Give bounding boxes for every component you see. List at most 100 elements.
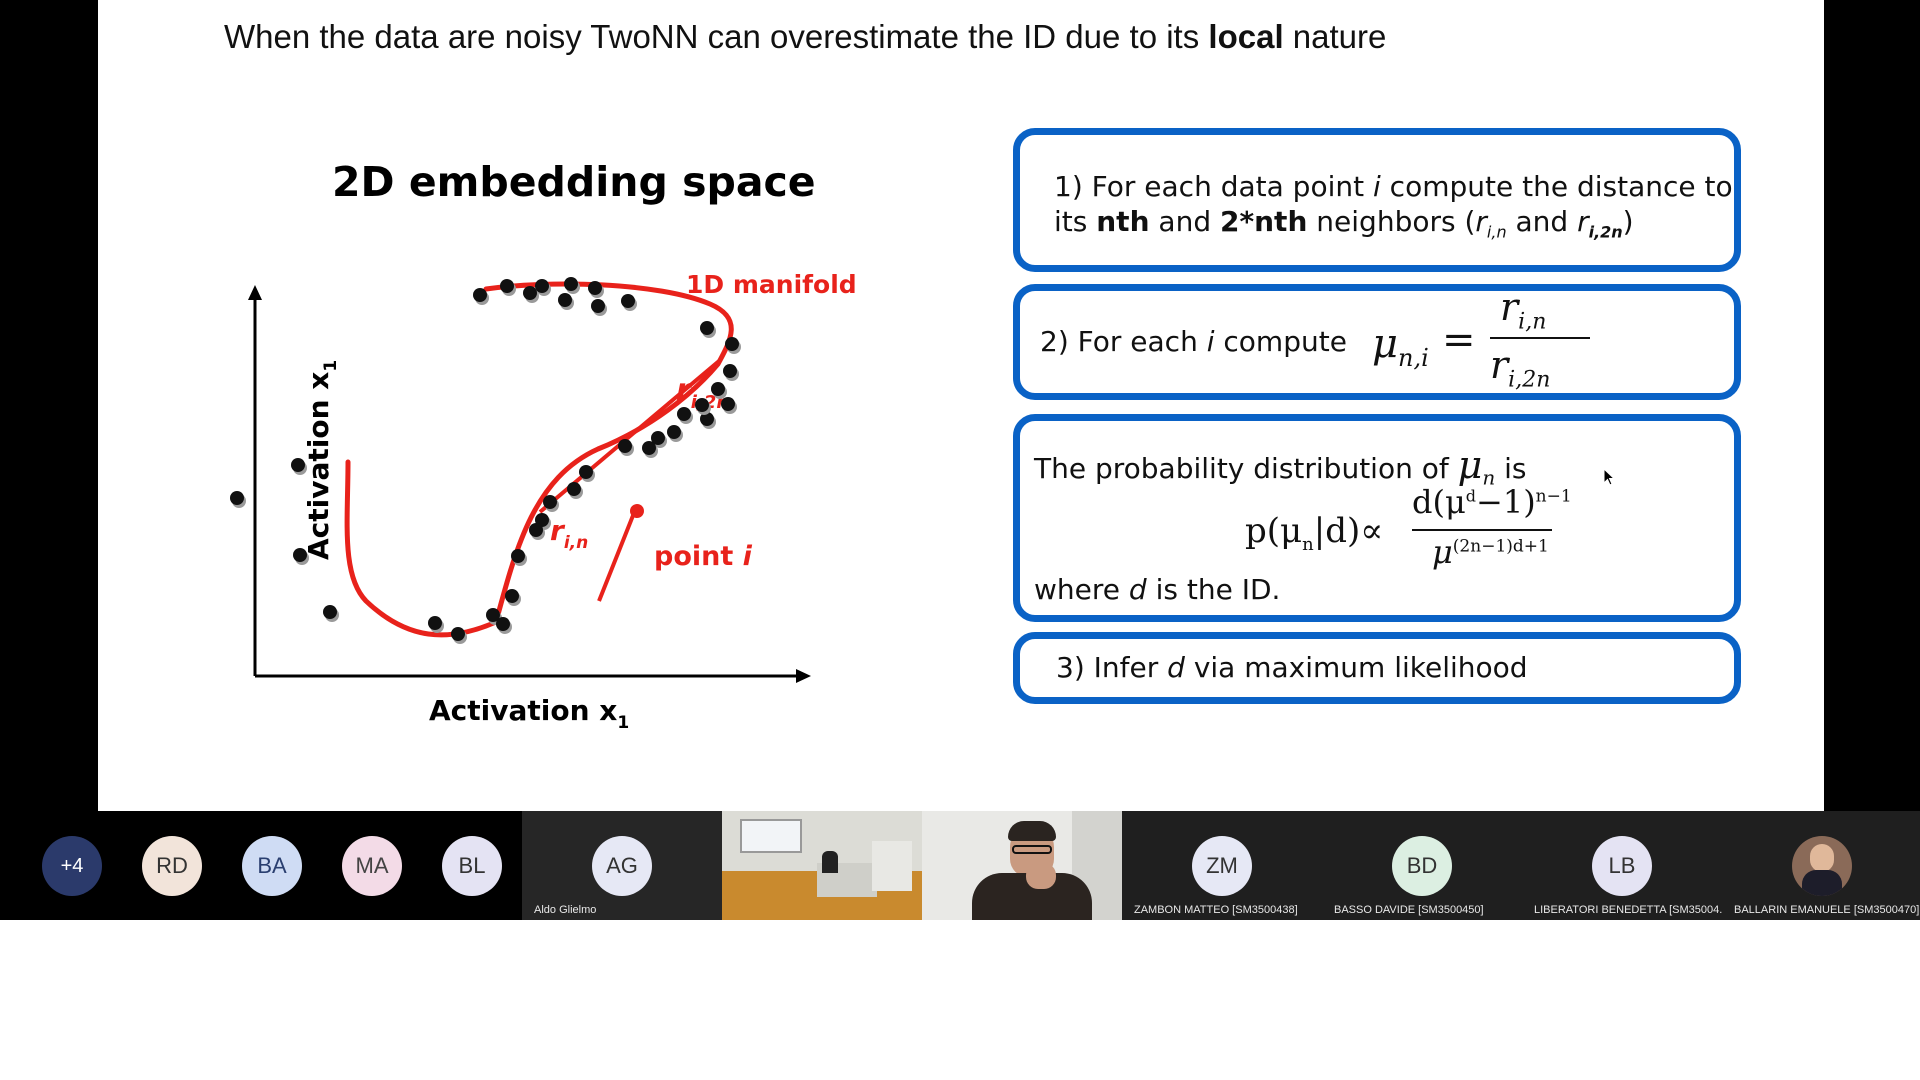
participant-strip: +4 RD BA MA BL AG Aldo Glielmo	[0, 811, 1920, 920]
participant-tile-zm[interactable]: ZM ZAMBON MATTEO [SM3500438]	[1122, 811, 1322, 920]
data-point	[721, 397, 735, 411]
data-point	[535, 279, 549, 293]
whiteboard	[872, 841, 912, 891]
slide-title: When the data are noisy TwoNN can overes…	[224, 18, 1387, 55]
data-point	[588, 281, 602, 295]
participant-name: BALLARIN EMANUELE [SM3500470]	[1734, 904, 1920, 916]
participant-tile-bd[interactable]: BD BASSO DAVIDE [SM3500450]	[1322, 811, 1522, 920]
shared-slide: When the data are noisy TwoNN can overes…	[98, 0, 1824, 811]
avatar-overflow[interactable]: +4	[42, 836, 102, 896]
x-axis-label: Activation x1	[429, 694, 629, 733]
avatar: MA	[342, 836, 402, 896]
r-i-n-label: ri,n	[550, 514, 588, 553]
video-feed-classroom[interactable]	[722, 811, 922, 920]
probability-box: The probability distribution of μn is p(…	[1013, 414, 1741, 622]
participant-name: BASSO DAVIDE [SM3500450]	[1334, 904, 1484, 916]
mouse-cursor	[1603, 468, 1616, 486]
data-point	[473, 288, 487, 302]
meeting-window: When the data are noisy TwoNN can overes…	[0, 0, 1920, 920]
probability-lhs: p(μn|d)∝	[1245, 511, 1384, 555]
data-point	[543, 495, 557, 509]
data-point	[695, 398, 709, 412]
embedding-plot: Activation x1 Activation x1 1D manifold …	[230, 270, 857, 733]
point-i-marker	[630, 504, 644, 518]
data-point	[505, 589, 519, 603]
ratio-numerator: ri,n	[1500, 285, 1547, 335]
person-silhouette	[822, 851, 838, 873]
data-point	[700, 412, 714, 426]
manifold-label: 1D manifold	[686, 270, 857, 299]
data-points	[230, 277, 741, 644]
probability-text: The probability distribution of μn is	[1034, 443, 1527, 490]
data-point	[677, 407, 691, 421]
participant-tile-bl[interactable]: BL	[440, 811, 522, 920]
data-point	[511, 549, 525, 563]
projector-screen	[740, 819, 802, 853]
presenter-hand	[1026, 863, 1056, 889]
data-point	[618, 439, 632, 453]
participant-tile-ag[interactable]: AG Aldo Glielmo	[522, 811, 722, 920]
x-axis-arrow	[796, 669, 811, 683]
avatar: AG	[592, 836, 652, 896]
participant-tile-rd[interactable]: RD	[140, 811, 240, 920]
point-i-label: point i	[654, 541, 753, 572]
participant-tile-lb[interactable]: LB LIBERATORI BENEDETTA [SM35004...	[1522, 811, 1728, 920]
participant-name: ZAMBON MATTEO [SM3500438]	[1134, 904, 1298, 916]
overflow-tile[interactable]: +4	[0, 811, 140, 920]
data-point	[558, 293, 572, 307]
data-point	[230, 491, 244, 505]
step-1-box: 1) For each data point i compute the dis…	[1013, 128, 1741, 272]
data-point	[500, 279, 514, 293]
participant-tile-be[interactable]: BALLARIN EMANUELE [SM3500470]	[1722, 811, 1920, 920]
photo-suit	[1802, 870, 1842, 896]
data-point	[642, 441, 656, 455]
data-point	[651, 431, 665, 445]
participant-tile-ma[interactable]: MA	[340, 811, 440, 920]
probability-numerator: d(μd−1)n−1	[1412, 483, 1572, 521]
participant-name: Aldo Glielmo	[534, 904, 597, 916]
avatar: ZM	[1192, 836, 1252, 896]
avatar: BD	[1392, 836, 1452, 896]
data-point	[564, 277, 578, 291]
data-point	[293, 548, 307, 562]
data-point	[428, 616, 442, 630]
data-point	[496, 617, 510, 631]
data-point	[523, 286, 537, 300]
step-3-text: 3) Infer d via maximum likelihood	[1056, 651, 1528, 684]
participant-tile-ba[interactable]: BA	[240, 811, 340, 920]
probability-denominator: μ(2n−1)d+1	[1432, 533, 1549, 571]
presenter-hair	[1008, 821, 1056, 841]
data-point	[591, 299, 605, 313]
equals-sign: =	[1442, 317, 1476, 363]
video-feed-presenter[interactable]	[922, 811, 1122, 920]
r-i-2n-line	[538, 359, 721, 514]
plot-title: 2D embedding space	[332, 158, 816, 206]
data-point	[323, 605, 337, 619]
avatar: BL	[442, 836, 502, 896]
data-point	[700, 321, 714, 335]
y-axis-label: Activation x1	[302, 360, 341, 560]
data-point	[486, 608, 500, 622]
data-point	[711, 382, 725, 396]
data-point	[291, 458, 305, 472]
where-d-text: where d is the ID.	[1034, 573, 1281, 606]
step-1-line-1: 1) For each data point i compute the dis…	[1054, 170, 1733, 203]
glasses-icon	[1012, 845, 1052, 854]
avatar: BA	[242, 836, 302, 896]
data-point	[579, 465, 593, 479]
participant-name: LIBERATORI BENEDETTA [SM35004...	[1534, 904, 1729, 916]
avatar-photo	[1792, 836, 1852, 896]
data-point	[667, 425, 681, 439]
data-point	[567, 482, 581, 496]
ratio-denominator: ri,2n	[1490, 343, 1551, 393]
fraction-bar	[1490, 337, 1590, 339]
data-point	[529, 523, 543, 537]
step-3-box: 3) Infer d via maximum likelihood	[1013, 632, 1741, 704]
step-2-box: 2) For each i compute μn,i = ri,n ri,2n	[1013, 284, 1741, 400]
step-1-line-2: its nth and 2*nth neighbors (ri,n and ri…	[1054, 205, 1634, 242]
avatar: LB	[1592, 836, 1652, 896]
step-2-text: 2) For each i compute	[1040, 325, 1347, 358]
data-point	[451, 627, 465, 641]
probability-fraction-bar	[1412, 529, 1552, 531]
data-point	[621, 294, 635, 308]
